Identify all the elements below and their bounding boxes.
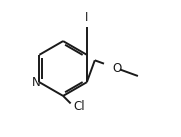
Text: N: N — [32, 76, 41, 89]
Text: Cl: Cl — [73, 100, 85, 113]
Text: O: O — [112, 62, 121, 75]
Text: I: I — [85, 11, 89, 24]
